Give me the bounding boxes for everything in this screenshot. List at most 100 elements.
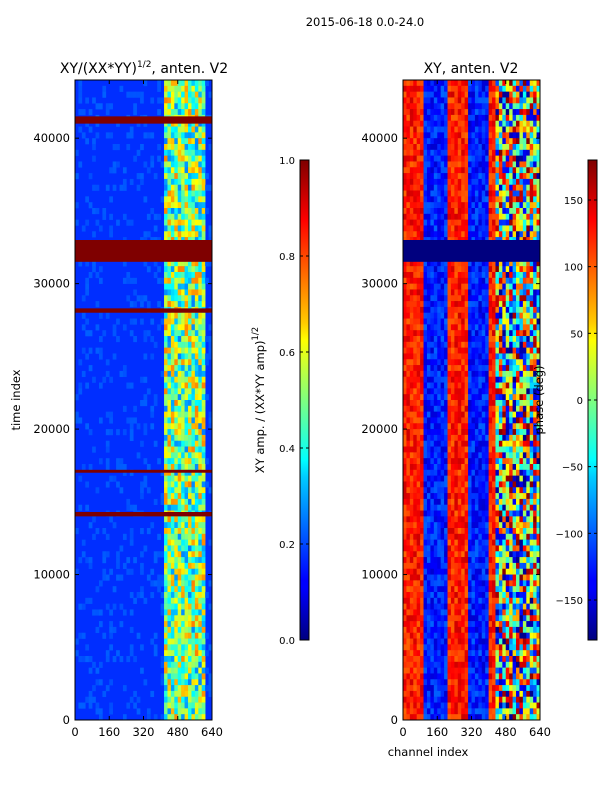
phase-cell xyxy=(454,382,459,389)
phase-cell xyxy=(533,446,537,453)
amplitude-cell xyxy=(184,161,189,168)
phase-cell xyxy=(505,353,510,360)
amplitude-cell xyxy=(167,225,172,232)
amplitude-cell xyxy=(177,673,182,680)
phase-cell xyxy=(509,341,513,348)
phase-cell xyxy=(444,155,448,162)
amplitude-cell xyxy=(188,394,192,401)
phase-cell xyxy=(406,469,411,476)
amplitude-cell xyxy=(98,580,103,587)
phase-cell xyxy=(495,312,500,319)
amplitude-cell xyxy=(177,603,182,610)
phase-cell xyxy=(433,423,438,430)
phase-cell xyxy=(492,161,496,168)
amplitude-cell xyxy=(205,353,209,360)
phase-cell xyxy=(437,289,441,296)
amplitude-cell xyxy=(194,388,199,395)
amplitude-cell xyxy=(109,621,113,628)
amplitude-cell xyxy=(122,184,127,191)
amplitude-cell xyxy=(198,376,203,383)
phase-cell xyxy=(426,155,431,162)
phase-cell xyxy=(485,382,489,389)
amplitude-cell xyxy=(194,580,199,587)
phase-cell xyxy=(533,231,537,238)
amplitude-cell xyxy=(205,650,209,657)
phase-cell xyxy=(505,429,510,436)
phase-cell xyxy=(533,295,537,302)
phase-cell xyxy=(512,289,517,296)
phase-cell xyxy=(529,504,534,511)
amplitude-cell xyxy=(81,702,86,709)
phase-cell xyxy=(440,219,445,226)
phase-cell xyxy=(505,359,510,366)
phase-cell xyxy=(403,103,407,110)
phase-cell xyxy=(495,266,500,273)
amplitude-cell xyxy=(181,370,185,378)
amplitude-cell xyxy=(177,370,182,378)
amplitude-cell xyxy=(184,260,189,267)
amplitude-cell xyxy=(150,568,155,575)
amplitude-cell xyxy=(167,644,172,651)
amplitude-cell xyxy=(167,551,172,558)
amplitude-cell xyxy=(177,615,182,622)
phase-cell xyxy=(519,498,524,506)
phase-cell xyxy=(481,423,486,430)
phase-cell xyxy=(522,469,527,476)
phase-cell xyxy=(423,475,428,482)
phase-cell xyxy=(444,289,448,296)
amplitude-cell xyxy=(184,621,189,628)
phase-cell xyxy=(403,231,407,238)
phase-cell xyxy=(409,493,414,500)
phase-cell xyxy=(529,161,534,168)
phase-cell xyxy=(495,167,500,174)
amplitude-cell xyxy=(133,405,137,412)
phase-cell xyxy=(468,341,472,348)
phase-cell xyxy=(488,213,493,220)
phase-cell xyxy=(502,446,507,453)
amplitude-cell xyxy=(174,464,179,471)
phase-cell xyxy=(478,498,483,506)
phase-cell xyxy=(512,341,517,348)
phase-cell xyxy=(502,283,507,290)
phase-cell xyxy=(416,266,421,273)
amplitude-cell xyxy=(112,522,117,529)
phase-cell xyxy=(471,493,476,500)
phase-cell xyxy=(471,144,476,151)
phase-cell xyxy=(413,103,417,110)
phase-cell xyxy=(509,475,513,482)
amplitude-cell xyxy=(98,336,103,343)
phase-cell xyxy=(509,434,513,442)
amplitude-cell xyxy=(112,586,117,593)
phase-cell xyxy=(444,85,448,92)
phase-cell xyxy=(464,196,469,203)
amplitude-cell xyxy=(201,132,206,139)
amplitude-cell xyxy=(201,161,206,168)
amplitude-cell xyxy=(170,231,175,238)
amplitude-cell xyxy=(198,202,203,209)
phase-cell xyxy=(461,272,465,279)
phase-cell xyxy=(437,132,441,139)
phase-cell xyxy=(485,504,489,511)
phase-cell xyxy=(426,481,431,488)
amplitude-cell xyxy=(198,347,203,354)
amplitude-cell xyxy=(85,557,89,564)
phase-cell xyxy=(516,149,520,156)
phase-cell xyxy=(536,132,540,139)
phase-cell xyxy=(406,516,411,523)
phase-cell xyxy=(468,155,472,162)
amplitude-cell xyxy=(181,464,185,471)
phase-cell xyxy=(433,359,438,366)
phase-cell xyxy=(509,103,513,110)
amplitude-cell xyxy=(174,679,179,686)
amplitude-cell xyxy=(177,487,182,494)
phase-cell xyxy=(468,353,472,360)
amplitude-cell xyxy=(129,592,134,599)
phase-cell xyxy=(406,97,411,104)
phase-cell xyxy=(522,434,527,442)
amplitude-cell xyxy=(198,283,203,290)
phase-cell xyxy=(471,417,476,424)
amplitude-cell xyxy=(181,376,185,383)
phase-cell xyxy=(444,225,448,232)
phase-cell xyxy=(416,80,421,87)
phase-cell xyxy=(409,120,414,127)
